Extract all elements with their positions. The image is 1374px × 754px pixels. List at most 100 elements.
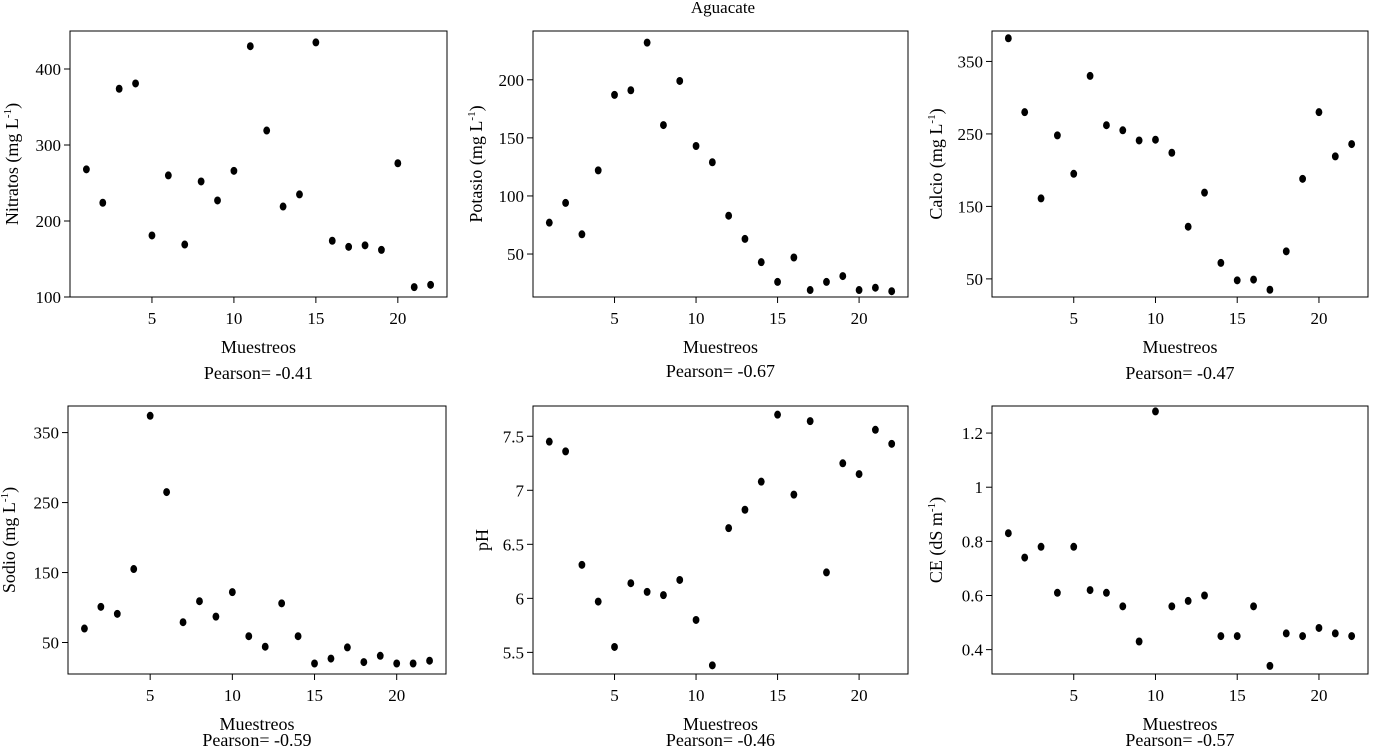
x-tick-label: 5 bbox=[146, 686, 155, 705]
y-axis-label: Calcio (mg L-1) bbox=[926, 108, 947, 219]
data-point bbox=[410, 283, 418, 292]
data-point bbox=[1004, 34, 1012, 43]
x-tick-label: 5 bbox=[148, 309, 157, 328]
x-tick-label: 10 bbox=[1147, 686, 1164, 705]
data-point bbox=[692, 141, 700, 150]
data-point bbox=[263, 126, 271, 135]
data-point bbox=[1053, 588, 1061, 597]
data-point bbox=[725, 524, 733, 533]
data-point bbox=[823, 277, 830, 286]
y-tick-label: 50 bbox=[966, 270, 983, 289]
data-point bbox=[757, 258, 765, 267]
y-tick-label: 50 bbox=[507, 245, 524, 264]
data-point bbox=[113, 609, 121, 618]
data-point bbox=[611, 642, 618, 651]
data-point bbox=[708, 661, 716, 670]
data-point bbox=[708, 158, 716, 167]
data-point bbox=[1184, 222, 1192, 231]
x-tick-label: 10 bbox=[225, 309, 242, 328]
data-point bbox=[1037, 542, 1045, 551]
data-point bbox=[163, 488, 171, 497]
data-point bbox=[562, 447, 570, 456]
data-point bbox=[261, 642, 269, 651]
data-point bbox=[1315, 623, 1323, 632]
x-axis-label: Muestreos bbox=[683, 337, 758, 357]
data-point bbox=[1299, 174, 1307, 183]
data-point bbox=[806, 286, 814, 295]
data-point bbox=[627, 86, 635, 95]
y-axis-label: Nitratos (mg L-1) bbox=[2, 103, 23, 225]
data-point bbox=[81, 624, 88, 633]
x-axis-label: Muestreos bbox=[220, 714, 295, 734]
data-point bbox=[888, 439, 896, 448]
data-point bbox=[327, 654, 335, 663]
data-point bbox=[393, 659, 401, 668]
data-point bbox=[360, 658, 368, 667]
data-point bbox=[839, 459, 847, 468]
data-point bbox=[627, 579, 635, 588]
data-point bbox=[1217, 632, 1225, 641]
data-point bbox=[1021, 108, 1029, 117]
data-point bbox=[1184, 596, 1192, 605]
data-point bbox=[1282, 629, 1290, 638]
data-point bbox=[741, 505, 749, 514]
y-tick-label: 100 bbox=[36, 288, 62, 307]
data-point bbox=[230, 166, 238, 175]
x-tick-label: 20 bbox=[1310, 309, 1327, 328]
y-tick-label: 350 bbox=[34, 424, 60, 443]
y-tick-label: 150 bbox=[958, 197, 984, 216]
data-point bbox=[790, 253, 798, 262]
x-tick-label: 5 bbox=[610, 686, 619, 705]
plot-frame bbox=[532, 30, 909, 298]
data-point bbox=[376, 651, 384, 660]
data-point bbox=[871, 283, 879, 292]
data-point bbox=[660, 591, 667, 600]
data-point bbox=[1135, 136, 1143, 145]
data-point bbox=[97, 602, 105, 611]
y-tick-label: 7 bbox=[516, 481, 525, 500]
x-tick-label: 20 bbox=[389, 309, 406, 328]
data-point bbox=[130, 565, 138, 574]
data-point bbox=[197, 177, 205, 186]
data-point bbox=[1233, 632, 1241, 641]
pearson-annotation: Pearson= -0.41 bbox=[204, 363, 313, 383]
data-point bbox=[164, 171, 172, 180]
data-point bbox=[692, 615, 700, 624]
data-point bbox=[741, 234, 749, 243]
data-point bbox=[245, 632, 253, 641]
x-tick-label: 15 bbox=[769, 686, 786, 705]
data-point bbox=[578, 560, 586, 569]
data-point bbox=[312, 38, 320, 47]
x-tick-label: 20 bbox=[851, 309, 868, 328]
chart-panel: 5 10 15 20 50 150 250 350 Muestreos Pearson= -0.4… bbox=[926, 30, 1369, 383]
data-point bbox=[181, 240, 189, 249]
page-title: Aguacate bbox=[691, 0, 755, 17]
data-point bbox=[1152, 135, 1159, 144]
data-point bbox=[1201, 188, 1208, 197]
y-axis-label: Sodio (mg L-1) bbox=[0, 487, 20, 593]
y-tick-label: 300 bbox=[36, 136, 62, 155]
data-point bbox=[1021, 553, 1029, 562]
y-tick-label: 350 bbox=[958, 52, 984, 71]
data-point bbox=[1152, 407, 1159, 416]
data-point bbox=[1331, 629, 1339, 638]
x-tick-label: 20 bbox=[851, 686, 868, 705]
data-point bbox=[1250, 275, 1257, 284]
data-point bbox=[1266, 661, 1274, 670]
data-point bbox=[82, 165, 90, 174]
x-tick-label: 10 bbox=[224, 686, 241, 705]
y-tick-label: 0.4 bbox=[962, 641, 984, 660]
y-tick-label: 100 bbox=[499, 187, 525, 206]
x-tick-label: 15 bbox=[307, 309, 324, 328]
data-point bbox=[1299, 632, 1307, 641]
data-point bbox=[1070, 542, 1078, 551]
data-point bbox=[1201, 591, 1208, 600]
pearson-annotation: Pearson= -0.47 bbox=[1125, 363, 1234, 383]
x-tick-label: 5 bbox=[1069, 686, 1078, 705]
y-tick-label: 200 bbox=[36, 212, 62, 231]
x-tick-label: 10 bbox=[1147, 309, 1164, 328]
y-axis-label: pH bbox=[472, 529, 492, 551]
